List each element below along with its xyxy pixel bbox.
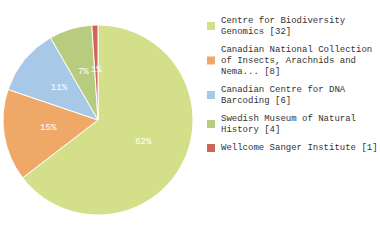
svg-text:Barcoding [6]: Barcoding [6] — [221, 96, 291, 106]
svg-text:7%: 7% — [78, 67, 89, 77]
svg-text:11%: 11% — [51, 83, 68, 93]
svg-text:15%: 15% — [40, 123, 57, 133]
svg-text:Centre for Biodiversity: Centre for Biodiversity — [221, 16, 346, 26]
svg-text:Swedish Museum of Natural: Swedish Museum of Natural — [221, 114, 356, 124]
svg-text:of Insects, Arachnids and: of Insects, Arachnids and — [221, 56, 356, 66]
svg-text:History [4]: History [4] — [221, 125, 280, 135]
svg-text:Canadian National Collection: Canadian National Collection — [221, 45, 372, 55]
svg-text:Genomics [32]: Genomics [32] — [221, 27, 291, 37]
svg-text:Wellcome Sanger Institute [1]: Wellcome Sanger Institute [1] — [221, 143, 378, 153]
svg-text:Nema... [8]: Nema... [8] — [221, 67, 280, 77]
svg-text:62%: 62% — [135, 137, 152, 147]
svg-text:Canadian Centre for DNA: Canadian Centre for DNA — [221, 85, 346, 95]
svg-text:1%: 1% — [91, 65, 102, 75]
